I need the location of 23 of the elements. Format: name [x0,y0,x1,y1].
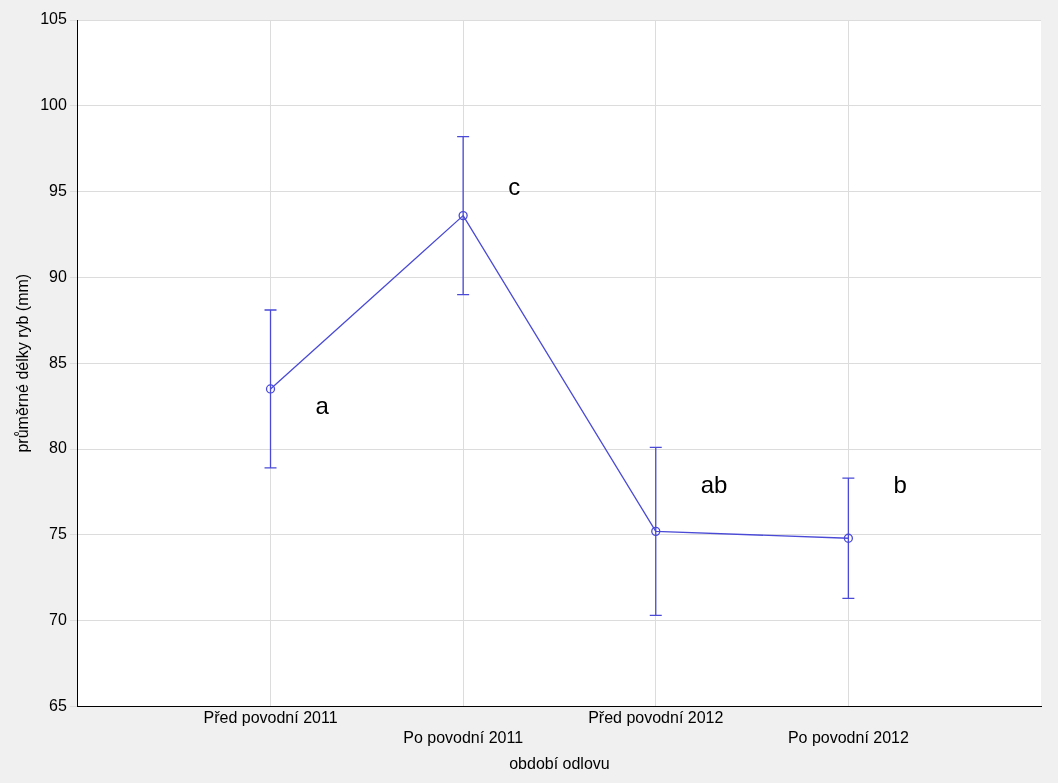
x-axis-title: období odlovu [509,754,610,772]
y-tick-label: 80 [49,439,67,457]
y-tick-label: 65 [49,696,67,714]
x-tick-label: Po povodní 2011 [403,728,524,746]
point [265,384,276,394]
y-tick-label: 85 [49,353,67,371]
annotation: c [508,172,521,200]
annotation: b [893,471,907,499]
y-tick-label: 95 [49,182,67,200]
y-tick-label: 100 [40,96,67,114]
annotation: ab [700,471,728,499]
y-tick-label: 90 [49,267,67,285]
x-tick-label: Po povodní 2012 [787,728,909,746]
y-tick-label: 75 [49,525,67,543]
annotation: a [315,392,330,420]
point [458,210,468,221]
y-tick-label: 105 [40,10,67,28]
point [843,533,854,543]
point [651,526,661,537]
y-axis-title: průměrné délky ryb (mm) [14,273,32,453]
x-tick-label: Před povodní 2011 [203,709,338,727]
y-tick-label: 70 [49,611,67,629]
x-tick-label: Před povodní 2012 [588,709,724,727]
